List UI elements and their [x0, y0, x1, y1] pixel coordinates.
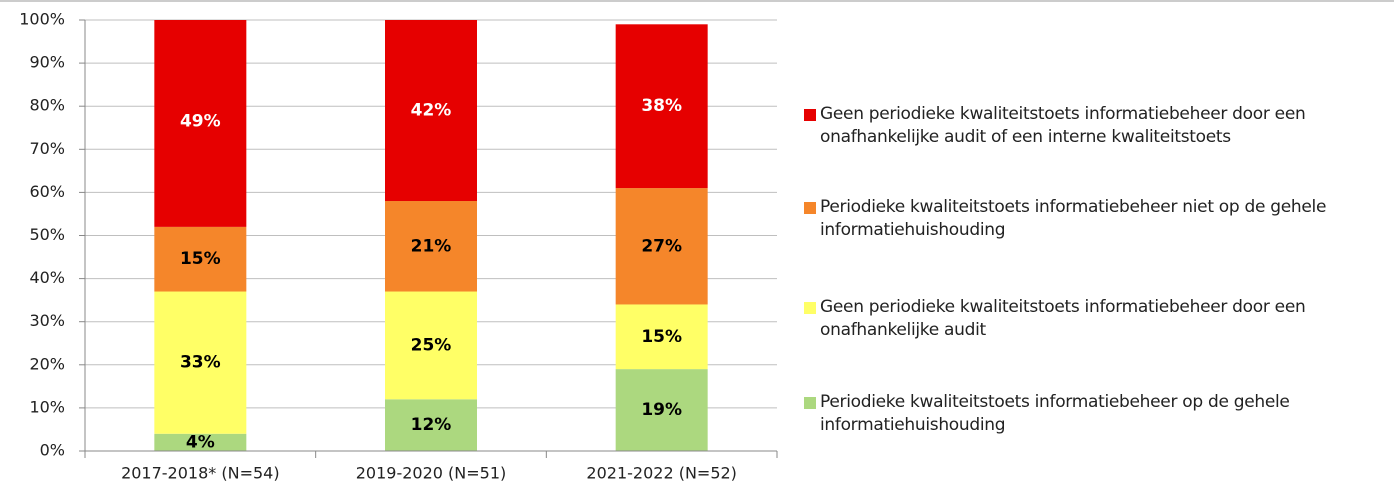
legend-item: Periodieke kwaliteitstoets informatiebeh… — [804, 196, 1384, 242]
legend-label: Geen periodieke kwaliteitstoets informat… — [820, 104, 1306, 147]
bars — [154, 20, 708, 451]
value-label: 21% — [411, 236, 452, 256]
bar-segment — [615, 188, 708, 305]
legend-swatch — [804, 202, 816, 214]
value-label: 15% — [641, 327, 682, 347]
value-label: 12% — [411, 415, 452, 435]
legend-label: Periodieke kwaliteitstoets informatiebeh… — [820, 392, 1290, 435]
y-tick-label: 0% — [40, 441, 65, 460]
y-tick-label: 100% — [19, 10, 65, 29]
y-tick-label: 40% — [29, 268, 65, 287]
value-label: 4% — [186, 432, 215, 452]
legend-swatch — [804, 397, 816, 409]
bar-segment — [385, 20, 477, 202]
bar-segment — [154, 226, 247, 292]
value-label: 33% — [180, 353, 221, 373]
y-tick-label: 50% — [29, 225, 65, 244]
y-tick-label: 20% — [29, 354, 65, 373]
y-tick-label: 30% — [29, 311, 65, 330]
bar-segment — [154, 20, 247, 227]
bar-segment — [154, 433, 247, 451]
x-tick-label: 2017-2018* (N=54) — [121, 464, 280, 483]
legend-swatch — [804, 109, 816, 121]
bar-segment — [615, 304, 708, 370]
legend-swatch — [804, 302, 816, 314]
bar-segment — [154, 291, 247, 434]
value-label: 49% — [180, 111, 221, 131]
bar-segment — [615, 369, 708, 451]
legend-item: Geen periodieke kwaliteitstoets informat… — [804, 296, 1384, 342]
bar-segment — [385, 399, 477, 451]
value-label: 19% — [641, 400, 682, 420]
value-label: 27% — [641, 236, 682, 256]
legend-item: Periodieke kwaliteitstoets informatiebeh… — [804, 391, 1384, 437]
value-label: 38% — [641, 96, 682, 116]
value-label: 15% — [180, 249, 221, 269]
y-tick-label: 70% — [29, 139, 65, 158]
legend-label: Geen periodieke kwaliteitstoets informat… — [820, 297, 1306, 340]
bar-segment — [615, 24, 708, 189]
bar-segment — [385, 201, 477, 292]
y-tick-label: 60% — [29, 182, 65, 201]
value-label: 25% — [411, 335, 452, 355]
legend-item: Geen periodieke kwaliteitstoets informat… — [804, 103, 1384, 149]
legend-label: Periodieke kwaliteitstoets informatiebeh… — [820, 197, 1327, 240]
bar-segment — [385, 291, 477, 400]
value-label: 42% — [411, 101, 452, 121]
y-tick-label: 80% — [29, 96, 65, 115]
x-tick-label: 2019-2020 (N=51) — [356, 464, 507, 483]
y-tick-label: 10% — [29, 397, 65, 416]
y-tick-label: 90% — [29, 53, 65, 72]
x-tick-label: 2021-2022 (N=52) — [586, 464, 737, 483]
